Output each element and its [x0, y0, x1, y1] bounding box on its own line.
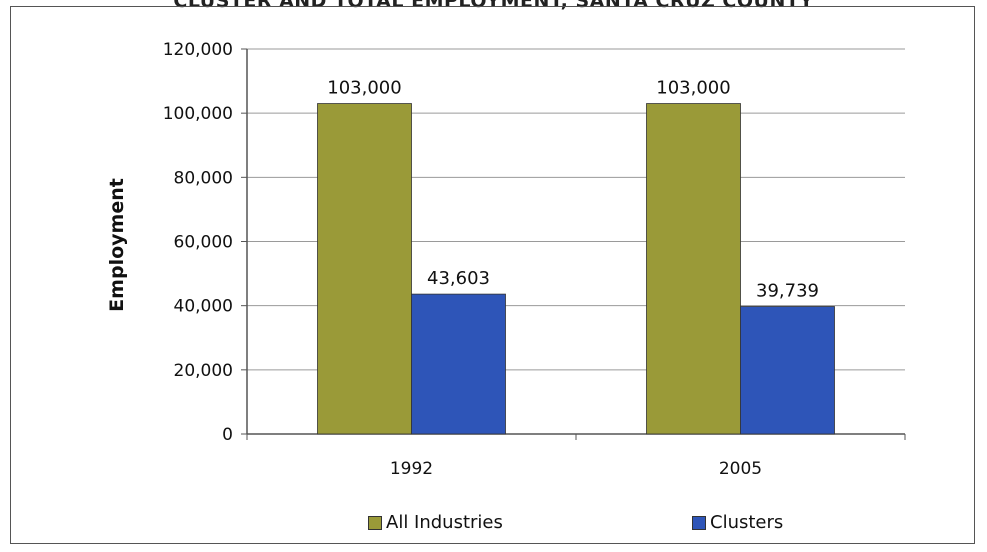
- bar-clusters-1992: [411, 293, 506, 435]
- legend-label-all-industries: All Industries: [386, 512, 503, 533]
- legend-label-clusters: Clusters: [710, 512, 784, 533]
- y-tick-label: 0: [222, 425, 233, 445]
- bar-all-industries-1992: [317, 103, 412, 435]
- legend: All Industries Clusters: [0, 512, 987, 538]
- y-tick-label: 80,000: [174, 168, 233, 188]
- data-label: 103,000: [327, 78, 401, 99]
- x-tick-label: 1992: [390, 459, 433, 479]
- data-labels: 103,000 43,603 103,000 39,739: [327, 78, 819, 302]
- data-label: 43,603: [427, 268, 490, 289]
- legend-item-clusters: Clusters: [692, 512, 783, 533]
- y-axis-label: Employment: [106, 178, 128, 312]
- y-tick-label: 40,000: [174, 297, 233, 317]
- y-tick-label: 120,000: [163, 40, 233, 60]
- legend-swatch-clusters: [692, 515, 706, 530]
- data-label: 103,000: [656, 78, 730, 99]
- bars: [317, 103, 835, 435]
- bar-clusters-2005: [740, 306, 835, 435]
- axes: 0 20,000 40,000 60,000 80,000 100,000 120,000 1…: [163, 40, 906, 479]
- legend-item-all-industries: All Industries: [368, 512, 503, 533]
- data-label: 39,739: [756, 281, 819, 302]
- y-tick-label: 20,000: [174, 361, 233, 381]
- bar-all-industries-2005: [646, 103, 741, 435]
- chart-frame: [10, 6, 975, 544]
- y-tick-label: 60,000: [174, 233, 233, 253]
- legend-swatch-all-industries: [368, 515, 382, 530]
- y-tick-label: 100,000: [163, 104, 233, 124]
- x-tick-label: 2005: [719, 459, 762, 479]
